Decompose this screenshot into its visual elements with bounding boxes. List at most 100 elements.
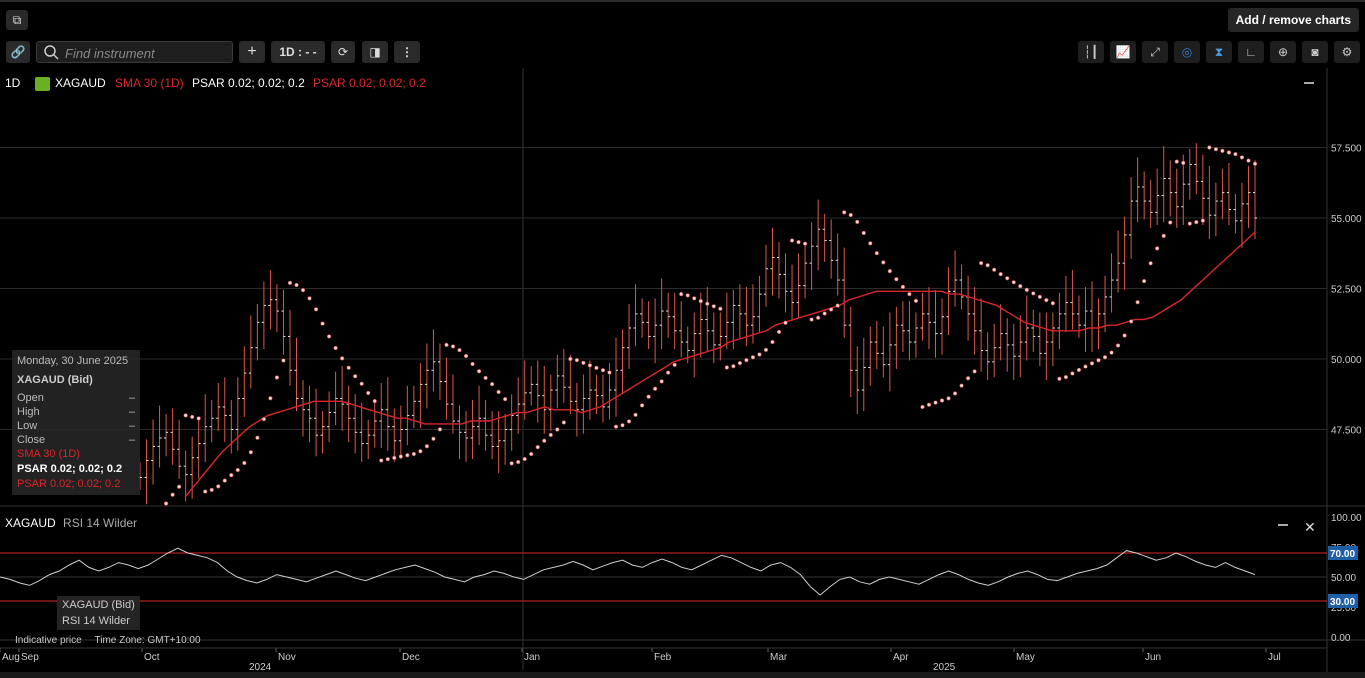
psar-dot xyxy=(1174,159,1179,164)
psar-dot xyxy=(1220,148,1225,153)
psar-dot xyxy=(392,455,397,460)
rsi-level-badge xyxy=(1328,594,1358,608)
tooltip-psar-2: PSAR 0.02; 0.02; 0.2 xyxy=(17,478,121,490)
minimize-main-icon[interactable] xyxy=(1304,82,1314,84)
psar-dot xyxy=(1252,161,1258,166)
close-rsi-icon[interactable]: ✕ xyxy=(1304,519,1316,535)
psar-dot xyxy=(783,320,788,325)
tooltip-open: Open xyxy=(17,392,44,404)
legend-psar-2[interactable]: PSAR 0.02; 0.02; 0.2 xyxy=(313,76,426,90)
camera-icon[interactable]: ◙ xyxy=(1302,41,1328,63)
psar-dot xyxy=(600,368,606,373)
x-year-label: 2024 xyxy=(249,662,272,673)
y-tick-label: 55.000 xyxy=(1331,214,1362,225)
psar-dot xyxy=(1246,158,1251,163)
psar-dot xyxy=(1187,221,1192,226)
psar-dot xyxy=(653,386,658,391)
psar-dot xyxy=(705,301,710,306)
rsi-tick-label: 25.00 xyxy=(1331,603,1356,614)
rsi-instrument: XAGAUD xyxy=(5,516,56,530)
gear-icon[interactable]: ⚙ xyxy=(1334,41,1360,63)
x-month-label: Aug xyxy=(2,652,20,663)
indicative-price-label: Indicative price xyxy=(15,635,82,646)
psar-dot xyxy=(1181,160,1186,165)
psar-dot xyxy=(340,356,345,361)
bottom-scrollbar[interactable] xyxy=(0,672,1365,678)
psar-dot xyxy=(1148,261,1153,266)
legend-sma[interactable]: SMA 30 (1D) xyxy=(115,76,184,90)
psar-dot xyxy=(1037,294,1042,299)
bar-type-icon[interactable]: ◨ xyxy=(362,41,388,63)
psar-dot xyxy=(874,251,879,256)
psar-dot xyxy=(659,379,664,384)
psar-dot xyxy=(248,450,253,455)
psar-dot xyxy=(1194,220,1199,225)
rsi-level-badge xyxy=(1328,546,1358,560)
interval-selector[interactable]: 1D : - - xyxy=(271,41,325,63)
price-chart[interactable]: 57.50055.00052.50050.00047.500100.0075.0… xyxy=(0,68,1365,673)
psar-dot xyxy=(1135,300,1140,305)
app-menu-icon[interactable]: ⧉ xyxy=(6,10,28,30)
link-icon[interactable]: 🔗 xyxy=(6,41,30,63)
line-chart-icon[interactable]: 📈 xyxy=(1110,41,1136,63)
psar-dot xyxy=(842,210,847,215)
psar-dot xyxy=(183,413,188,418)
psar-dot xyxy=(424,444,430,449)
psar-dot xyxy=(711,304,716,309)
psar-dot xyxy=(372,398,377,404)
rsi-tip-indicator: RSI 14 Wilder xyxy=(62,615,130,627)
psar-dot xyxy=(613,424,619,429)
legend-psar-1[interactable]: PSAR 0.02; 0.02; 0.2 xyxy=(192,76,305,90)
psar-dot xyxy=(1050,301,1055,306)
psar-dot xyxy=(568,356,573,362)
psar-dot xyxy=(894,277,899,282)
add-remove-charts-button[interactable]: Add / remove charts xyxy=(1227,8,1359,32)
cursor-icon[interactable]: ⧗ xyxy=(1206,41,1232,63)
bar-chart-icon[interactable]: ┆┃ xyxy=(1078,41,1104,63)
x-month-label: Mar xyxy=(770,652,788,663)
psar-dot xyxy=(1063,375,1069,380)
more-icon[interactable]: ⋮ xyxy=(394,41,420,63)
psar-dot xyxy=(816,315,821,320)
psar-dot xyxy=(359,381,364,386)
legend-instrument[interactable]: XAGAUD xyxy=(55,76,106,90)
psar-dot xyxy=(574,358,579,363)
psar-dot xyxy=(1083,364,1088,369)
psar-dot xyxy=(163,501,169,506)
psar-dot xyxy=(346,365,351,370)
tooltip-low-value: – xyxy=(128,420,135,432)
x-month-label: Jan xyxy=(524,652,540,663)
refresh-icon[interactable]: ⟳ xyxy=(331,41,355,63)
search-input[interactable] xyxy=(63,42,227,64)
add-indicator-button[interactable]: + xyxy=(239,41,265,63)
minimize-rsi-icon[interactable] xyxy=(1278,524,1288,526)
psar-dot xyxy=(216,484,221,489)
y-tick-label: 57.500 xyxy=(1331,144,1362,155)
psar-dot xyxy=(281,358,286,363)
zoom-icon[interactable]: ⊕ xyxy=(1270,41,1296,63)
psar-dot xyxy=(294,282,299,288)
psar-dot xyxy=(920,404,925,410)
psar-dot xyxy=(802,241,808,246)
psar-dot xyxy=(848,212,853,218)
rsi-line xyxy=(0,547,1256,596)
psar-dot xyxy=(789,238,795,243)
curve-icon[interactable]: ∟ xyxy=(1238,41,1264,63)
psar-dot xyxy=(1115,343,1121,348)
psar-dot xyxy=(1200,218,1205,223)
psar-dot xyxy=(300,288,306,293)
psar-dot xyxy=(979,261,984,266)
psar-dot xyxy=(235,467,240,473)
psar-dot xyxy=(1024,287,1029,292)
psar-dot xyxy=(633,412,638,417)
instrument-search[interactable] xyxy=(36,41,233,64)
psar-dot xyxy=(1239,155,1245,160)
psar-dot xyxy=(776,329,782,334)
psar-dot xyxy=(900,284,905,290)
x-month-label: Oct xyxy=(144,652,160,663)
draw-line-icon[interactable]: ⤢ xyxy=(1142,41,1168,63)
rsi-title: XAGAUD RSI 14 Wilder xyxy=(5,516,137,530)
psar-dot xyxy=(379,458,384,463)
psar-dot xyxy=(398,454,403,459)
eye-hide-icon[interactable]: ◎ xyxy=(1174,41,1200,63)
